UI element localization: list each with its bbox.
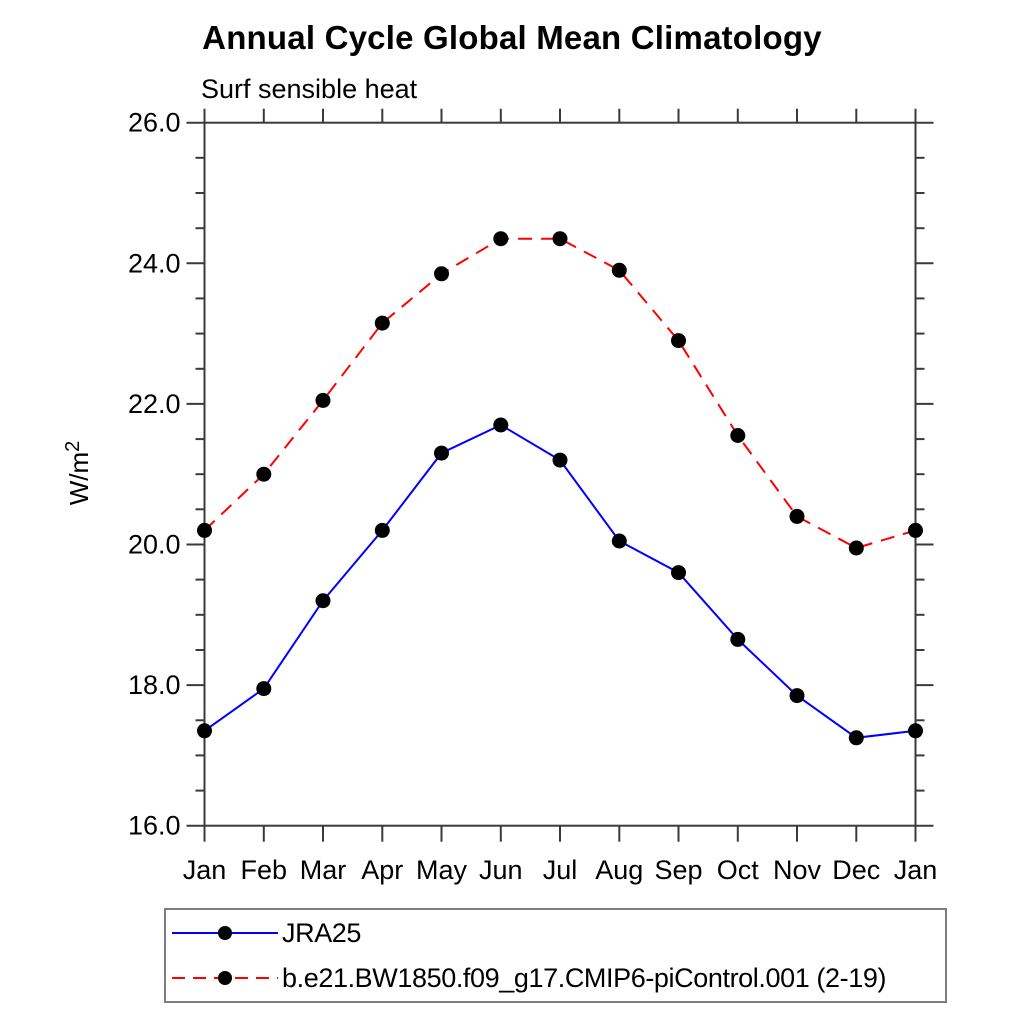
data-point-marker-jra25 [434,445,449,461]
data-point-marker-picontrol [434,266,449,282]
legend-swatch-dashed-line-dot-icon [172,971,278,985]
series-line-jra25 [203,423,916,739]
x-axis-tick-label: May [416,855,468,885]
data-point-marker-picontrol [671,333,686,349]
x-axis-tick-label: Aug [595,855,643,885]
x-axis-tick-label: Dec [832,855,880,885]
legend: JRA25 b.e21.BW1850.f09_g17.CMIP6-piContr… [164,908,947,1003]
x-axis-tick-label: Oct [717,855,760,885]
legend-swatch-solid-line-dot-icon [172,926,278,940]
x-axis-tick-label: Apr [361,855,403,885]
data-point-marker-picontrol [315,392,331,408]
x-axis-tick-label: Jun [479,855,523,885]
data-point-marker-picontrol [493,231,509,247]
x-axis-tick-label: Feb [241,855,288,885]
x-axis-tick-label: Jan [894,855,938,885]
legend-item-picontrol: b.e21.BW1850.f09_g17.CMIP6-piControl.001… [166,956,945,1001]
legend-item-jra25: JRA25 [166,911,945,956]
data-point-marker-jra25 [789,688,805,704]
data-point-marker-jra25 [256,681,272,697]
data-point-marker-picontrol [552,231,568,247]
data-point-marker-picontrol [611,262,627,278]
y-axis-tick-label: 26.0 [128,108,181,138]
data-point-marker-jra25 [611,533,627,549]
data-point-marker-picontrol [197,522,212,538]
y-axis-tick-label: 16.0 [128,811,181,841]
y-axis-tick-label: 22.0 [128,389,181,419]
y-axis-tick-label: 24.0 [128,248,181,278]
data-point-marker-jra25 [315,593,331,609]
x-axis-tick-label: Nov [773,855,822,885]
data-point-marker-jra25 [671,565,686,581]
data-point-marker-jra25 [848,730,864,746]
y-axis-tick-label: 20.0 [128,530,181,560]
data-point-marker-picontrol [256,466,272,482]
legend-label-picontrol: b.e21.BW1850.f09_g17.CMIP6-piControl.001… [282,962,887,993]
data-point-marker-picontrol [848,540,864,556]
data-point-marker-picontrol [374,315,390,331]
data-point-marker-jra25 [908,723,923,739]
data-point-marker-jra25 [197,723,212,739]
data-point-marker-jra25 [493,417,509,433]
plot-frame [203,121,917,827]
x-axis-tick-label: Jan [183,855,227,885]
x-axis-tick-label: Jul [543,855,578,885]
y-axis-label: W/m2 [62,441,94,506]
legend-label-jra25: JRA25 [282,917,362,948]
y-axis-tick-label: 18.0 [128,670,181,700]
data-point-marker-jra25 [730,631,746,647]
data-point-marker-jra25 [374,522,390,538]
chart-subtitle: Surf sensible heat [201,74,418,104]
chart-title: Annual Cycle Global Mean Climatology [202,19,822,56]
series-line-picontrol [203,237,916,550]
x-axis-tick-label: Mar [300,855,347,885]
data-point-marker-picontrol [789,508,805,524]
x-axis-tick-label: Sep [654,855,702,885]
data-point-marker-picontrol [908,522,923,538]
data-point-marker-jra25 [552,452,568,468]
data-point-marker-picontrol [730,428,746,443]
